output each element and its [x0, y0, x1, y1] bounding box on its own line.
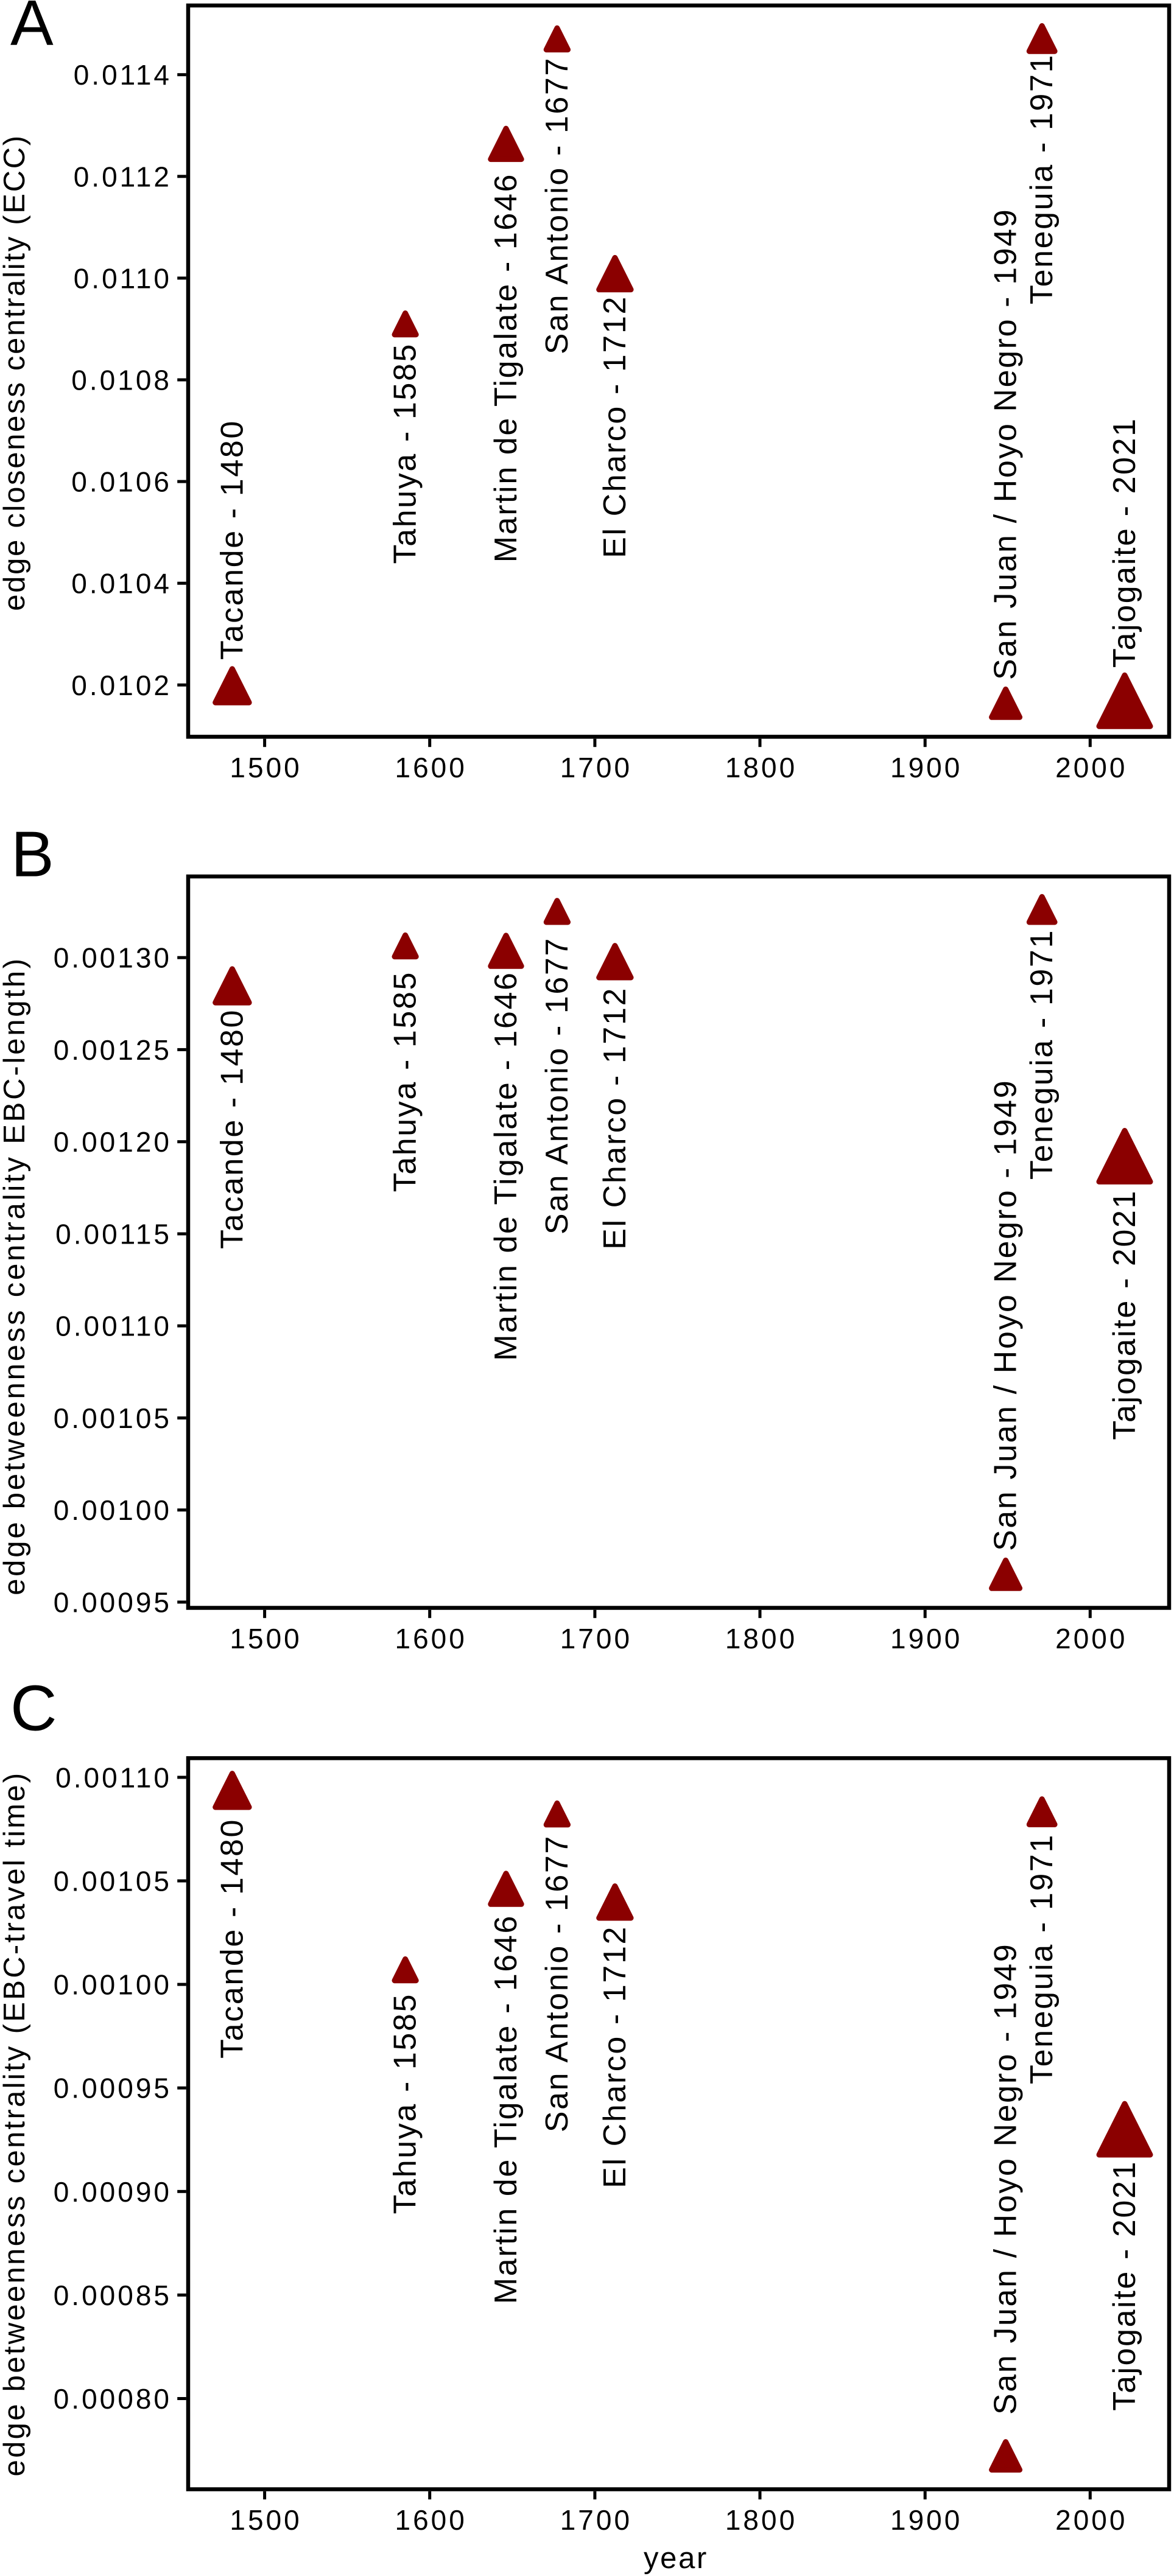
- svg-text:Tacande - 1480: Tacande - 1480: [214, 419, 250, 660]
- svg-text:C: C: [10, 1673, 57, 1745]
- svg-text:1800: 1800: [725, 2504, 797, 2536]
- svg-text:San Juan / Hoyo Negro - 1949: San Juan / Hoyo Negro - 1949: [988, 1079, 1024, 1551]
- svg-text:0.00100: 0.00100: [54, 1494, 172, 1526]
- svg-text:San Antonio - 1677: San Antonio - 1677: [540, 57, 575, 354]
- svg-text:Tajogaite - 2021: Tajogaite - 2021: [1107, 2160, 1142, 2411]
- svg-text:edge closeness centrality (ECC: edge closeness centrality (ECC): [0, 134, 31, 611]
- svg-text:1700: 1700: [560, 2504, 632, 2536]
- svg-text:1700: 1700: [560, 1623, 632, 1654]
- svg-text:0.00100: 0.00100: [54, 1969, 172, 2001]
- svg-text:Tahuya - 1585: Tahuya - 1585: [388, 343, 423, 564]
- svg-text:1800: 1800: [725, 752, 797, 783]
- svg-text:0.0114: 0.0114: [74, 59, 172, 91]
- svg-text:0.00120: 0.00120: [54, 1126, 172, 1158]
- svg-text:0.00105: 0.00105: [54, 1402, 172, 1434]
- svg-text:El Charco - 1712: El Charco - 1712: [597, 987, 633, 1250]
- svg-text:1500: 1500: [230, 752, 301, 783]
- svg-text:year: year: [644, 2542, 708, 2575]
- svg-text:Teneguia - 1971: Teneguia - 1971: [1024, 929, 1060, 1180]
- svg-text:0.0112: 0.0112: [74, 161, 172, 192]
- svg-text:Tahuya - 1585: Tahuya - 1585: [388, 1993, 423, 2214]
- svg-text:Tajogaite - 2021: Tajogaite - 2021: [1107, 417, 1142, 668]
- svg-text:Tahuya - 1585: Tahuya - 1585: [388, 971, 423, 1192]
- svg-text:2000: 2000: [1055, 2504, 1127, 2536]
- svg-text:0.0102: 0.0102: [71, 670, 172, 701]
- svg-text:0.0104: 0.0104: [71, 568, 172, 600]
- svg-text:1900: 1900: [890, 752, 962, 783]
- svg-text:Tajogaite - 2021: Tajogaite - 2021: [1107, 1189, 1142, 1440]
- svg-text:2000: 2000: [1055, 752, 1127, 783]
- svg-text:0.00095: 0.00095: [54, 1587, 172, 1619]
- svg-text:0.0108: 0.0108: [71, 365, 172, 396]
- svg-text:0.00105: 0.00105: [54, 1866, 172, 1897]
- svg-text:0.00130: 0.00130: [54, 942, 172, 974]
- svg-text:San Antonio - 1677: San Antonio - 1677: [540, 937, 575, 1234]
- svg-text:Teneguia - 1971: Teneguia - 1971: [1024, 54, 1060, 304]
- svg-text:0.00095: 0.00095: [54, 2073, 172, 2104]
- svg-text:2000: 2000: [1055, 1623, 1127, 1654]
- svg-text:0.00125: 0.00125: [54, 1034, 172, 1066]
- svg-text:Martin de Tigalate - 1646: Martin de Tigalate - 1646: [488, 1914, 524, 2304]
- svg-text:0.0106: 0.0106: [71, 466, 172, 498]
- svg-text:San Juan / Hoyo Negro - 1949: San Juan / Hoyo Negro - 1949: [988, 208, 1024, 680]
- svg-text:0.0110: 0.0110: [74, 262, 172, 294]
- svg-text:1600: 1600: [395, 752, 467, 783]
- svg-text:Martin de Tigalate - 1646: Martin de Tigalate - 1646: [488, 173, 524, 562]
- svg-text:edge betweenness centrality (E: edge betweenness centrality (EBC-travel …: [0, 1771, 31, 2477]
- svg-text:1500: 1500: [230, 1623, 301, 1654]
- svg-text:1600: 1600: [395, 2504, 467, 2536]
- svg-text:0.00110: 0.00110: [55, 1311, 172, 1342]
- svg-text:0.00080: 0.00080: [54, 2383, 172, 2415]
- svg-text:B: B: [11, 818, 54, 890]
- svg-text:Tacande - 1480: Tacande - 1480: [214, 1009, 250, 1249]
- svg-text:Teneguia - 1971: Teneguia - 1971: [1024, 1833, 1060, 2084]
- svg-text:0.00115: 0.00115: [55, 1219, 172, 1250]
- svg-text:0.00110: 0.00110: [55, 1762, 172, 1793]
- svg-text:1900: 1900: [890, 1623, 962, 1654]
- svg-text:1900: 1900: [890, 2504, 962, 2536]
- svg-text:1500: 1500: [230, 2504, 301, 2536]
- svg-text:0.00090: 0.00090: [54, 2176, 172, 2208]
- svg-text:El Charco - 1712: El Charco - 1712: [597, 1925, 633, 2188]
- svg-text:El Charco - 1712: El Charco - 1712: [597, 295, 633, 558]
- svg-text:1800: 1800: [725, 1623, 797, 1654]
- svg-text:Tacande - 1480: Tacande - 1480: [214, 1818, 250, 2059]
- svg-text:edge betweenness centrality EB: edge betweenness centrality EBC-length): [0, 956, 31, 1595]
- svg-text:1600: 1600: [395, 1623, 467, 1654]
- svg-text:A: A: [10, 0, 54, 59]
- svg-text:San Antonio - 1677: San Antonio - 1677: [540, 1835, 575, 2132]
- svg-text:Martin de Tigalate - 1646: Martin de Tigalate - 1646: [488, 971, 524, 1361]
- svg-text:San Juan / Hoyo Negro - 1949: San Juan / Hoyo Negro - 1949: [988, 1943, 1024, 2415]
- svg-text:1700: 1700: [560, 752, 632, 783]
- svg-text:0.00085: 0.00085: [54, 2280, 172, 2311]
